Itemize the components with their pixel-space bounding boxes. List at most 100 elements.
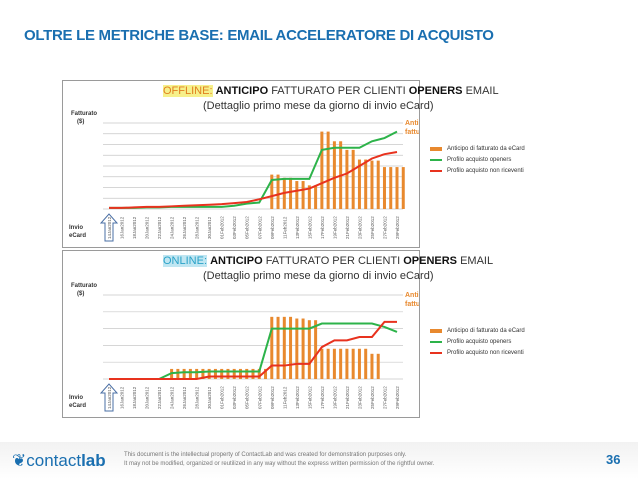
bar (213, 368, 217, 379)
series-line (109, 320, 397, 380)
series-line (109, 151, 398, 209)
bar (276, 174, 280, 209)
legal-notice: This document is the intellectual proper… (124, 452, 435, 467)
bar (364, 159, 368, 209)
bar (188, 368, 192, 379)
x-tick-label: 18Jan2012 (132, 216, 137, 239)
bar (220, 368, 224, 379)
chart-subtitle: (Dettaglio primo mese da giorno di invio… (203, 270, 434, 282)
legend-item: Profilo acquisto openers (430, 157, 511, 163)
bar (301, 181, 305, 209)
legend-swatch (430, 159, 442, 161)
y-axis-label: Fatturato (71, 111, 97, 117)
legend-item: Anticipo di fatturato da eCard (430, 328, 525, 334)
bar (245, 368, 249, 379)
x-tick-label: 25Feb2012 (370, 386, 375, 409)
bar (320, 131, 324, 209)
chart-title: OFFLINE: ANTICIPO FATTURATO PER CLIENTI … (163, 85, 499, 97)
bar (332, 348, 336, 379)
x-tick-label: 21Feb2012 (345, 216, 350, 239)
x-tick-label: 03Feb2012 (232, 216, 237, 239)
legend-swatch (430, 170, 442, 172)
x-tick-label: 13Feb2012 (295, 216, 300, 239)
contactlab-logo: ❦.contactlab (12, 451, 106, 470)
bar (207, 368, 211, 379)
bar (351, 149, 355, 209)
bar (270, 174, 274, 209)
x-tick-label: 19Feb2012 (332, 386, 337, 409)
bar (276, 316, 280, 379)
slide-title: OLTRE LE METRICHE BASE: EMAIL ACCELERATO… (24, 27, 494, 44)
x-tick-label: 25Feb2012 (370, 216, 375, 239)
x-axis-label: eCard (69, 403, 86, 409)
bar (314, 185, 318, 209)
bar (401, 167, 405, 209)
bar (326, 131, 330, 209)
bar (226, 368, 230, 379)
x-tick-label: 19Feb2012 (332, 216, 337, 239)
x-tick-label: 26Jan2012 (182, 216, 187, 239)
x-tick-label: 29Feb2012 (395, 216, 400, 239)
x-tick-label: 27Feb2012 (382, 386, 387, 409)
x-tick-label: 28Jan2012 (195, 216, 200, 239)
up-arrow-icon (99, 213, 119, 242)
x-tick-label: 14Jan2012 (107, 216, 112, 239)
x-tick-label: 13Feb2012 (295, 386, 300, 409)
chart-title: ONLINE: ANTICIPO FATTURATO PER CLIENTI O… (163, 255, 494, 267)
x-tick-label: 05Feb2012 (245, 386, 250, 409)
bar (395, 167, 399, 209)
x-tick-label: 24Jan2012 (170, 216, 175, 239)
page-number: 36 (606, 452, 621, 467)
x-tick-label: 24Jan2012 (170, 386, 175, 409)
x-tick-label: 30Jan2012 (207, 216, 212, 239)
bar (176, 368, 180, 379)
x-tick-label: 26Jan2012 (182, 386, 187, 409)
y-axis-unit: ($) (77, 291, 84, 297)
legend-label: Anticipo di fatturato da eCard (447, 146, 525, 152)
x-tick-label: 21Feb2012 (345, 386, 350, 409)
bar (370, 353, 374, 379)
x-tick-label: 23Feb2012 (357, 216, 362, 239)
x-axis-label: Invio (69, 225, 83, 231)
bar (257, 368, 261, 379)
bar (370, 160, 374, 209)
legend-label: Anticipo di fatturato da eCard (447, 328, 525, 334)
offline-chart: Fatturato ($) Invio eCard Anticipo fatturato … (69, 111, 419, 242)
offline-chart-panel: OFFLINE: ANTICIPO FATTURATO PER CLIENTI … (62, 80, 499, 248)
bar (326, 348, 330, 379)
x-tick-label: 17Feb2012 (320, 386, 325, 409)
bar (332, 141, 336, 209)
x-tick-label: 09Feb2012 (270, 216, 275, 239)
y-axis-unit: ($) (77, 119, 84, 125)
bar (301, 318, 305, 379)
bar (251, 368, 255, 379)
legend-item: Anticipo di fatturato da eCard (430, 146, 525, 152)
bar (295, 318, 299, 379)
x-tick-label: 23Feb2012 (357, 386, 362, 409)
x-tick-label: 05Feb2012 (245, 216, 250, 239)
bar (345, 348, 349, 379)
x-tick-label: 20Jan2012 (145, 216, 150, 239)
x-tick-label: 09Feb2012 (270, 386, 275, 409)
legend-swatch (430, 147, 442, 151)
x-tick-label: 03Feb2012 (232, 386, 237, 409)
bar (232, 368, 236, 379)
x-tick-label: 14Jan2012 (107, 386, 112, 409)
legend-item: Profilo acquisto non riceventi (430, 350, 524, 356)
chart-subtitle: (Dettaglio primo mese da giorno di invio… (203, 100, 434, 112)
legend-swatch (430, 352, 442, 354)
x-tick-label: 18Jan2012 (132, 386, 137, 409)
x-tick-label: 29Feb2012 (395, 386, 400, 409)
bar (376, 353, 380, 379)
x-tick-label: 15Feb2012 (307, 386, 312, 409)
bar (364, 348, 368, 379)
bar (295, 181, 299, 209)
bar (382, 167, 386, 209)
x-tick-label: 16Jan2012 (120, 216, 125, 239)
bar (339, 348, 343, 379)
bar (238, 368, 242, 379)
y-axis-label: Fatturato (71, 283, 97, 289)
x-tick-label: 11Feb2012 (282, 216, 287, 239)
x-tick-label: 11Feb2012 (282, 386, 287, 409)
online-chart: Fatturato ($) Invio eCard Anticipo fatturato … (69, 283, 419, 412)
